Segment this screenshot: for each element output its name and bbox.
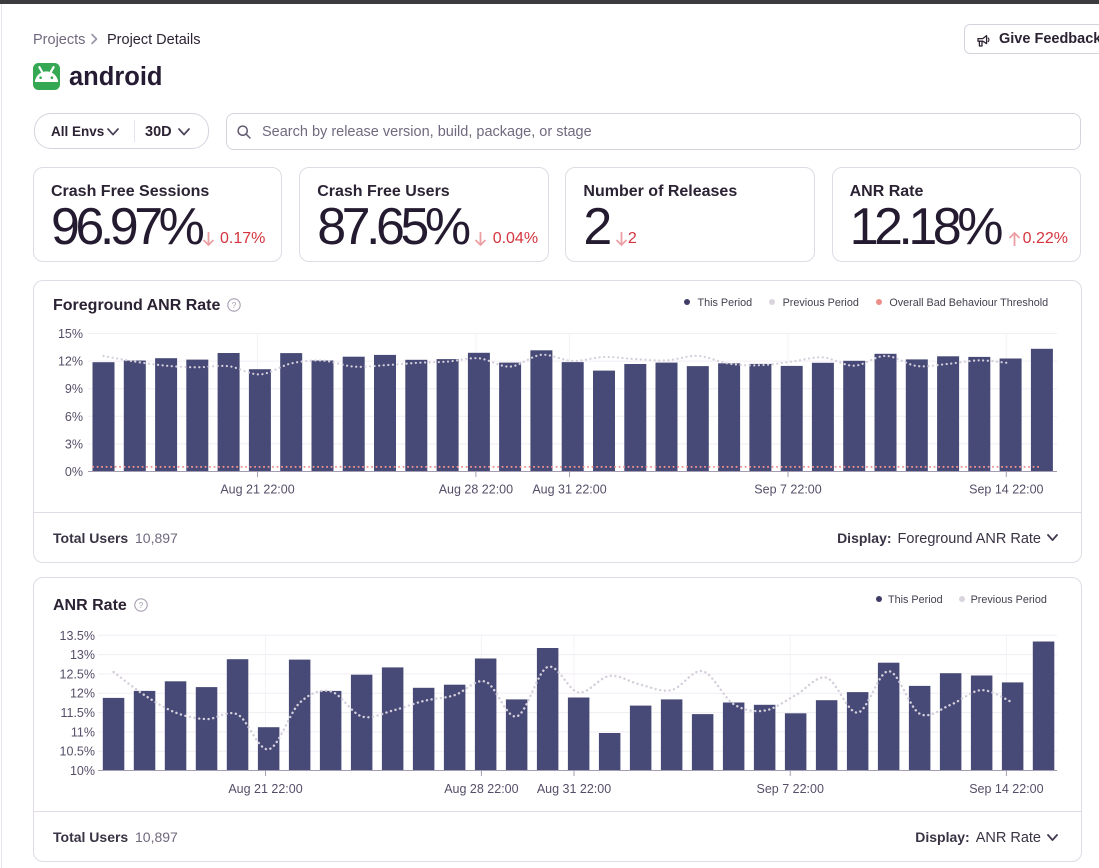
svg-text:Aug 21 22:00: Aug 21 22:00	[228, 782, 302, 796]
svg-text:11.5%: 11.5%	[60, 706, 95, 720]
svg-text:12%: 12%	[58, 355, 83, 369]
svg-text:Aug 31 22:00: Aug 31 22:00	[532, 483, 606, 497]
svg-text:Aug 28 22:00: Aug 28 22:00	[439, 483, 513, 497]
svg-text:12%: 12%	[70, 687, 95, 701]
svg-text:10%: 10%	[70, 764, 95, 778]
svg-text:Sep 14 22:00: Sep 14 22:00	[969, 782, 1043, 796]
svg-text:Aug 31 22:00: Aug 31 22:00	[537, 782, 611, 796]
svg-text:6%: 6%	[65, 410, 83, 424]
svg-text:?: ?	[139, 600, 144, 610]
svg-text:13%: 13%	[70, 648, 95, 662]
svg-text:?: ?	[232, 300, 237, 310]
svg-text:12.5%: 12.5%	[60, 667, 95, 681]
svg-text:9%: 9%	[65, 382, 83, 396]
svg-text:Sep 14 22:00: Sep 14 22:00	[969, 483, 1043, 497]
svg-text:Sep 7 22:00: Sep 7 22:00	[754, 483, 821, 497]
svg-text:Aug 21 22:00: Aug 21 22:00	[220, 483, 294, 497]
svg-text:Aug 28 22:00: Aug 28 22:00	[444, 782, 518, 796]
svg-text:3%: 3%	[65, 437, 83, 451]
svg-text:13.5%: 13.5%	[60, 629, 95, 643]
svg-text:10.5%: 10.5%	[60, 745, 95, 759]
svg-text:11%: 11%	[71, 725, 95, 739]
svg-text:Sep 7 22:00: Sep 7 22:00	[756, 782, 823, 796]
svg-text:15%: 15%	[58, 327, 83, 341]
svg-text:0%: 0%	[65, 465, 83, 479]
